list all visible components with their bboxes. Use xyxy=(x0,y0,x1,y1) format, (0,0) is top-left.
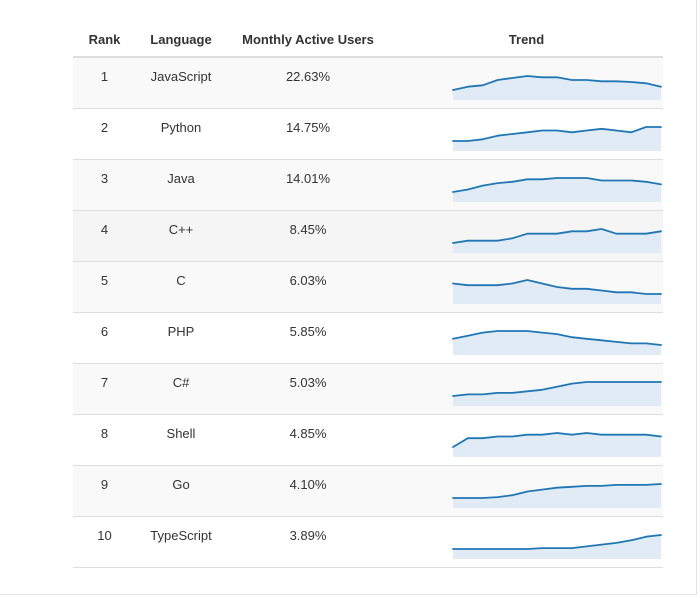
trend-line xyxy=(452,126,662,142)
trend-area xyxy=(453,484,661,508)
trend-cell xyxy=(390,465,663,517)
monthly-active-users-cell: 8.45% xyxy=(226,210,390,262)
trend-cell xyxy=(390,261,663,313)
table-header: Rank Language Monthly Active Users Trend xyxy=(73,22,663,58)
trend-area xyxy=(453,382,661,406)
header-language[interactable]: Language xyxy=(136,22,226,58)
language-cell: Python xyxy=(136,108,226,160)
rank-cell: 5 xyxy=(73,261,136,313)
rank-cell: 3 xyxy=(73,159,136,211)
trend-line xyxy=(452,177,662,193)
trend-line xyxy=(452,228,662,244)
trend-line xyxy=(452,279,662,295)
language-cell: Go xyxy=(136,465,226,517)
trend-area xyxy=(453,433,661,457)
trend-sparkline xyxy=(452,177,662,202)
table-row[interactable]: 9 Go 4.10% xyxy=(73,465,663,517)
trend-cell xyxy=(390,159,663,211)
language-cell: Shell xyxy=(136,414,226,466)
trend-cell xyxy=(390,108,663,160)
trend-sparkline xyxy=(452,279,662,304)
table-row[interactable]: 5 C 6.03% xyxy=(73,261,663,313)
trend-area xyxy=(453,331,661,355)
trend-sparkline xyxy=(452,330,662,355)
language-cell: C++ xyxy=(136,210,226,262)
monthly-active-users-cell: 6.03% xyxy=(226,261,390,313)
rank-cell: 10 xyxy=(73,516,136,568)
header-monthly-active-users[interactable]: Monthly Active Users xyxy=(226,22,390,58)
monthly-active-users-cell: 3.89% xyxy=(226,516,390,568)
language-ranking-table: Rank Language Monthly Active Users Trend… xyxy=(73,22,663,568)
language-cell: PHP xyxy=(136,312,226,364)
table-row[interactable]: 4 C++ 8.45% xyxy=(73,210,663,262)
trend-sparkline xyxy=(452,126,662,151)
trend-sparkline xyxy=(452,75,662,100)
monthly-active-users-cell: 14.75% xyxy=(226,108,390,160)
trend-line xyxy=(452,483,662,499)
trend-area xyxy=(453,535,661,559)
rank-cell: 8 xyxy=(73,414,136,466)
monthly-active-users-cell: 4.10% xyxy=(226,465,390,517)
trend-area xyxy=(453,178,661,202)
trend-sparkline xyxy=(452,381,662,406)
table-row[interactable]: 1 JavaScript 22.63% xyxy=(73,56,663,109)
trend-cell xyxy=(390,516,663,568)
trend-sparkline xyxy=(452,534,662,559)
trend-area xyxy=(453,76,661,100)
trend-line xyxy=(452,432,662,448)
rank-cell: 1 xyxy=(73,56,136,109)
monthly-active-users-cell: 22.63% xyxy=(226,56,390,109)
language-cell: C# xyxy=(136,363,226,415)
trend-sparkline xyxy=(452,228,662,253)
rank-cell: 9 xyxy=(73,465,136,517)
header-row: Rank Language Monthly Active Users Trend xyxy=(73,22,663,58)
rank-cell: 7 xyxy=(73,363,136,415)
trend-line xyxy=(452,75,662,91)
trend-area xyxy=(453,280,661,304)
table-body: 1 JavaScript 22.63% 2 Python 14.75% 3 Java 14.01… xyxy=(73,56,663,568)
trend-cell xyxy=(390,363,663,415)
table-row[interactable]: 8 Shell 4.85% xyxy=(73,414,663,466)
trend-sparkline xyxy=(452,432,662,457)
language-cell: Java xyxy=(136,159,226,211)
monthly-active-users-cell: 14.01% xyxy=(226,159,390,211)
header-trend[interactable]: Trend xyxy=(390,22,663,58)
rank-cell: 6 xyxy=(73,312,136,364)
table-row[interactable]: 2 Python 14.75% xyxy=(73,108,663,160)
rank-cell: 2 xyxy=(73,108,136,160)
trend-cell xyxy=(390,56,663,109)
monthly-active-users-cell: 5.03% xyxy=(226,363,390,415)
table-row[interactable]: 3 Java 14.01% xyxy=(73,159,663,211)
trend-cell xyxy=(390,312,663,364)
table-row[interactable]: 10 TypeScript 3.89% xyxy=(73,516,663,568)
trend-area xyxy=(453,127,661,151)
trend-line xyxy=(452,330,662,346)
table-row[interactable]: 7 C# 5.03% xyxy=(73,363,663,415)
trend-area xyxy=(453,229,661,253)
monthly-active-users-cell: 4.85% xyxy=(226,414,390,466)
trend-cell xyxy=(390,414,663,466)
language-cell: C xyxy=(136,261,226,313)
trend-line xyxy=(452,534,662,550)
trend-sparkline xyxy=(452,483,662,508)
rank-cell: 4 xyxy=(73,210,136,262)
trend-cell xyxy=(390,210,663,262)
language-cell: TypeScript xyxy=(136,516,226,568)
header-rank[interactable]: Rank xyxy=(73,22,136,58)
trend-line xyxy=(452,381,662,397)
language-cell: JavaScript xyxy=(136,56,226,109)
monthly-active-users-cell: 5.85% xyxy=(226,312,390,364)
table-row[interactable]: 6 PHP 5.85% xyxy=(73,312,663,364)
